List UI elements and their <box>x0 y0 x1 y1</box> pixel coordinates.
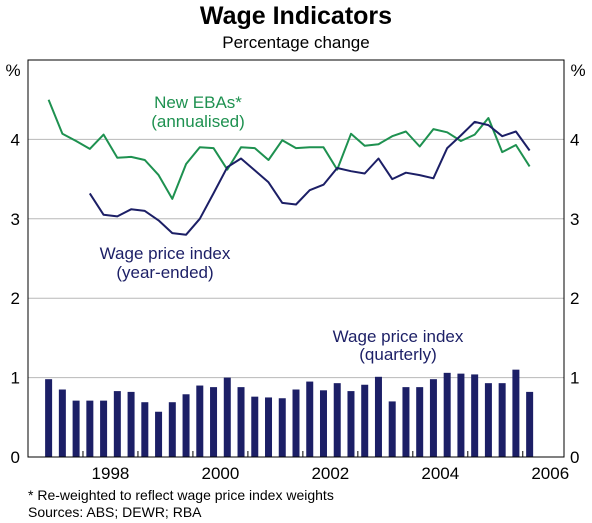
y-unit-left: % <box>5 61 20 80</box>
bar-quarterly-27 <box>416 387 424 457</box>
bar-quarterly-32 <box>484 383 492 457</box>
label-quarterly-line2: (quarterly) <box>359 345 436 364</box>
bar-quarterly-3 <box>86 400 94 457</box>
y-tick-left-4: 4 <box>11 130 20 149</box>
y-tick-left-3: 3 <box>11 210 20 229</box>
bar-quarterly-2 <box>72 400 80 457</box>
label-wpi-line2: (year-ended) <box>116 263 213 282</box>
bar-quarterly-16 <box>265 397 273 457</box>
y-tick-right-1: 1 <box>570 369 579 388</box>
bars-layer <box>45 369 534 457</box>
bar-quarterly-24 <box>374 376 382 457</box>
y-tick-right-3: 3 <box>570 210 579 229</box>
label-quarterly-line1: Wage price index <box>333 327 464 346</box>
line-new-ebas <box>47 99 531 200</box>
x-tick-1998: 1998 <box>92 464 130 483</box>
x-tick-2000: 2000 <box>201 464 239 483</box>
bar-quarterly-22 <box>347 391 355 457</box>
bar-quarterly-6 <box>127 391 135 457</box>
label-wpi-line1: Wage price index <box>100 244 231 263</box>
bar-quarterly-8 <box>155 411 163 457</box>
bar-quarterly-7 <box>141 402 149 457</box>
bar-quarterly-21 <box>333 383 341 457</box>
bar-quarterly-12 <box>210 387 218 457</box>
line-wage-price-index <box>88 120 531 236</box>
y-tick-right-4: 4 <box>570 130 579 149</box>
bar-quarterly-15 <box>251 396 259 457</box>
bar-quarterly-28 <box>429 379 437 457</box>
bar-quarterly-26 <box>402 387 410 457</box>
bar-quarterly-14 <box>237 387 245 457</box>
y-tick-left-2: 2 <box>11 289 20 308</box>
bar-quarterly-33 <box>498 383 506 457</box>
bar-quarterly-9 <box>168 402 176 457</box>
bar-quarterly-4 <box>100 400 108 457</box>
bar-quarterly-18 <box>292 389 300 457</box>
y-unit-right: % <box>570 61 585 80</box>
x-tick-2002: 2002 <box>311 464 349 483</box>
label-ebas-line2: (annualised) <box>151 112 245 131</box>
y-tick-left-1: 1 <box>11 369 20 388</box>
bar-quarterly-1 <box>58 389 66 457</box>
x-tick-2004: 2004 <box>421 464 459 483</box>
y-tick-left-0: 0 <box>11 448 20 467</box>
footnote-weights: * Re-weighted to reflect wage price inde… <box>28 487 334 503</box>
bar-quarterly-25 <box>388 401 396 457</box>
plot-frame <box>27 59 565 458</box>
bar-quarterly-19 <box>306 381 314 457</box>
bar-quarterly-0 <box>45 379 53 457</box>
bar-quarterly-11 <box>196 385 204 457</box>
bar-quarterly-34 <box>512 369 520 457</box>
bar-quarterly-29 <box>443 372 451 457</box>
bar-quarterly-13 <box>223 377 231 457</box>
lines-layer <box>47 99 531 236</box>
bar-quarterly-30 <box>457 373 465 457</box>
bar-quarterly-5 <box>113 391 121 457</box>
y-tick-right-2: 2 <box>570 289 579 308</box>
x-tick-2006: 2006 <box>531 464 569 483</box>
chart-title: Wage Indicators <box>199 2 393 30</box>
bar-quarterly-23 <box>361 384 369 457</box>
bar-quarterly-35 <box>526 391 534 457</box>
bar-quarterly-10 <box>182 394 190 457</box>
bar-quarterly-20 <box>319 390 327 457</box>
label-ebas-line1: New EBAs* <box>154 93 242 112</box>
footnote-sources: Sources: ABS; DEWR; RBA <box>28 504 202 520</box>
bar-quarterly-31 <box>471 374 479 457</box>
ticks-layer: 0 0 1 1 2 2 3 3 4 4 1998 2000 2002 2004 2006 <box>11 130 580 483</box>
bar-quarterly-17 <box>278 398 286 457</box>
chart-subtitle: Percentage change <box>222 33 370 52</box>
y-tick-right-0: 0 <box>570 448 579 467</box>
